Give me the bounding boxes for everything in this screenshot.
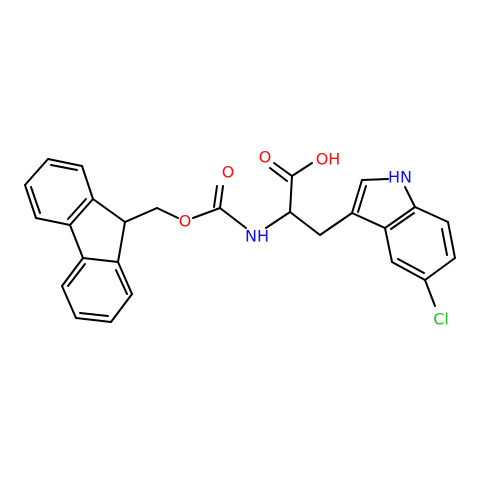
- atom-label: HN: [388, 168, 412, 187]
- atom-label: O: [222, 163, 235, 182]
- atom-label: NH: [245, 227, 269, 246]
- atom-label: OH: [316, 150, 341, 169]
- atom-label: O: [259, 148, 272, 167]
- atom-labels: O O NH O OH HN Cl: [179, 148, 449, 329]
- bonds: [24, 158, 456, 323]
- atom-label: Cl: [433, 310, 449, 329]
- atom-label: O: [179, 212, 192, 231]
